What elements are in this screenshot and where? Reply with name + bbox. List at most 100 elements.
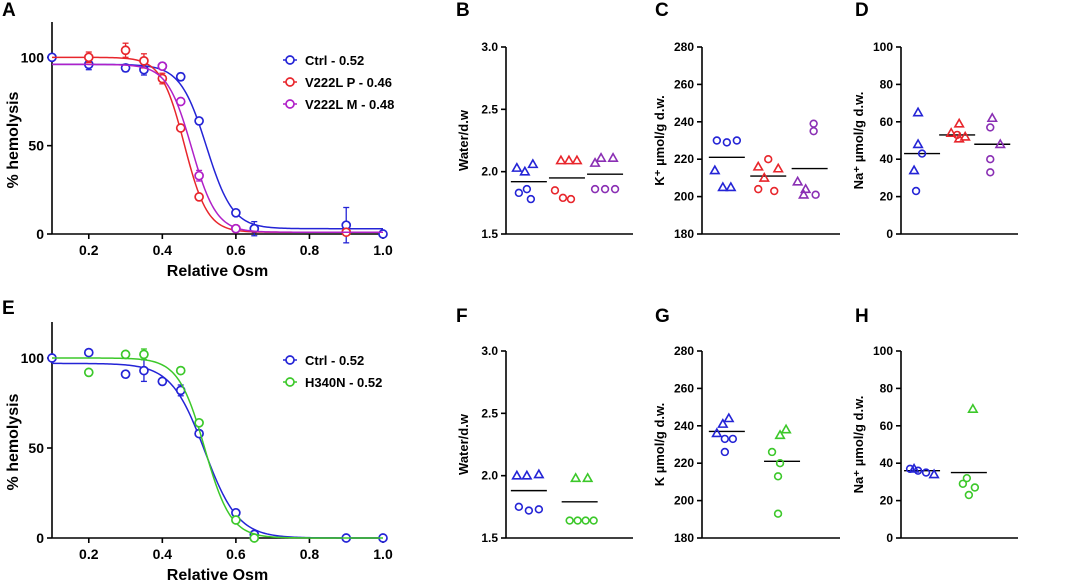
y-tick-label: 20	[880, 494, 894, 508]
x-tick-label: 0.8	[300, 242, 320, 258]
y-tick-label: 200	[674, 494, 694, 508]
legend-marker	[285, 99, 295, 109]
y-tick-label: 60	[880, 419, 894, 433]
legend-label: V222L M - 0.48	[305, 97, 394, 112]
circle-point	[732, 136, 742, 145]
data-point	[120, 45, 131, 56]
triangle-point	[607, 152, 619, 162]
y-tick-label: 260	[674, 381, 694, 395]
y-tick-label: 240	[674, 419, 694, 433]
circle-point	[970, 483, 980, 492]
x-axis-title: Relative Osm	[167, 263, 268, 280]
triangle-point	[908, 164, 920, 175]
y-tick-label: 3.0	[481, 344, 498, 358]
y-axis-title: Water/d.w	[456, 109, 471, 171]
x-tick-label: 0.4	[153, 242, 173, 258]
panel-letter: E	[2, 298, 15, 319]
circle-point	[767, 447, 777, 457]
panel-f: F 1.5 2.0 2.5 3.0 Water/d.w	[456, 306, 633, 545]
y-tick-label: 220	[674, 456, 694, 470]
triangle-point	[945, 127, 957, 138]
triangle-point	[717, 418, 729, 428]
legend-marker	[285, 377, 295, 387]
group-blue	[708, 136, 745, 192]
triangle-point	[798, 188, 810, 199]
y-axis-title: K µmol/g d.w.	[652, 403, 667, 487]
group-purple	[791, 119, 828, 199]
y-tick-label: 100	[873, 40, 893, 54]
triangle-point	[908, 462, 920, 473]
y-tick-label: 80	[880, 77, 894, 91]
triangle-point	[780, 423, 792, 434]
circle-point	[722, 138, 732, 147]
data-point	[120, 369, 131, 380]
data-point	[194, 116, 204, 126]
x-tick-label: 0.6	[226, 546, 246, 562]
panel-letter: H	[855, 306, 869, 327]
legend-marker	[285, 355, 295, 365]
circle-point	[589, 516, 598, 525]
y-axis-title: Na⁺ µmol/g d.w.	[851, 92, 866, 190]
triangle-point	[928, 468, 940, 479]
triangle-point	[723, 412, 735, 423]
legend-item: V222L M - 0.48	[283, 97, 394, 112]
triangle-point	[792, 175, 804, 186]
circle-point	[773, 472, 783, 481]
circle-point	[728, 434, 738, 444]
circle-point	[986, 123, 995, 132]
legend-label: Ctrl - 0.52	[305, 353, 364, 368]
y-axis-title: Water/d.w	[456, 413, 471, 475]
triangle-point	[519, 165, 531, 176]
circle-point	[526, 194, 536, 204]
data-point	[231, 515, 241, 525]
group-purple	[974, 112, 1011, 177]
triangle-point	[752, 160, 764, 171]
panel-b: B 1.5 2.0 2.5 3.0 Water/d.w	[456, 0, 633, 241]
legend-item: Ctrl - 0.52	[283, 353, 364, 368]
triangle-point	[511, 162, 523, 172]
circle-point	[566, 194, 576, 204]
panel-h: H 0 20 40 60 80 100 Na⁺ µmol/g d.w.	[851, 306, 1018, 545]
x-tick-label: 1.0	[373, 242, 393, 258]
circle-point	[550, 186, 560, 195]
circle-point	[565, 516, 574, 525]
group-green	[561, 472, 598, 525]
circle-point	[964, 490, 974, 500]
circle-point	[558, 193, 568, 203]
y-tick-label: 40	[880, 152, 894, 166]
panel-letter: D	[855, 0, 869, 21]
y-tick-label: 20	[880, 190, 894, 204]
circle-point	[811, 190, 820, 199]
x-tick-label: 0.6	[226, 242, 246, 258]
x-tick-label: 0.4	[153, 546, 173, 562]
circle-point	[773, 509, 783, 518]
triangle-point	[555, 154, 567, 165]
data-point	[83, 347, 94, 358]
group-purple	[587, 152, 624, 194]
triangle-point	[912, 138, 924, 149]
panel-a: A 0 50 100 0.2 0.4 0.6 0.8 1.0 Relative Osm % hemo…	[2, 0, 394, 280]
data-point	[194, 170, 204, 181]
y-tick-label: 3.0	[481, 40, 498, 54]
triangle-point	[772, 162, 784, 173]
y-tick-label: 280	[674, 344, 694, 358]
data-point	[231, 223, 241, 234]
group-blue	[904, 106, 941, 196]
data-point	[175, 123, 186, 133]
legend-item: V222L P - 0.46	[283, 75, 392, 90]
circle-point	[581, 516, 590, 525]
circle-point	[600, 184, 610, 194]
data-point	[83, 367, 94, 378]
data-point	[231, 207, 241, 218]
circle-point	[911, 186, 921, 196]
triangle-point	[912, 106, 924, 117]
triangle-point	[986, 112, 998, 123]
legend-marker	[285, 77, 295, 87]
x-tick-label: 0.2	[79, 242, 99, 258]
y-axis-title: Na⁺ µmol/g d.w.	[851, 396, 866, 494]
triangle-point	[582, 472, 594, 483]
triangle-point	[527, 158, 539, 169]
legend-marker	[285, 55, 295, 65]
panel-letter: C	[655, 0, 669, 21]
